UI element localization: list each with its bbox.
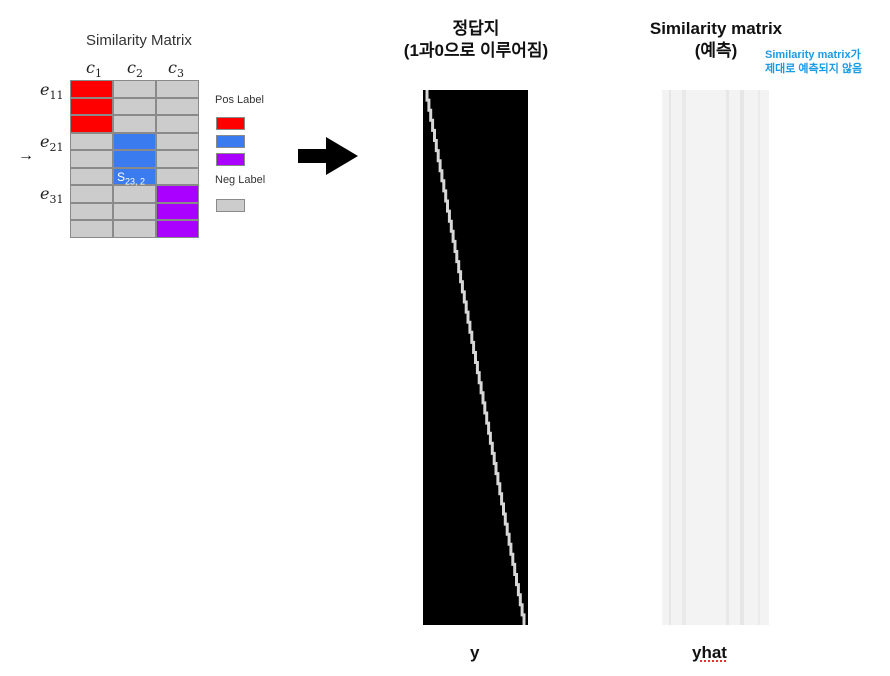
matrix-cell (70, 97, 113, 115)
matrix-cell (156, 115, 199, 133)
legend-swatch-blue (216, 135, 245, 148)
matrix-cell (156, 150, 199, 168)
matrix-cell (156, 185, 199, 203)
legend-swatch-purple (216, 153, 245, 166)
legend-pos-label: Pos Label (215, 94, 264, 106)
matrix-cell (113, 115, 156, 133)
row-label-e21: e21 (40, 132, 64, 155)
matrix-cell (70, 132, 113, 150)
matrix-cell (70, 185, 113, 203)
row-label-e31: e31 (40, 184, 64, 207)
matrix-cell (113, 167, 156, 185)
legend-swatch-red (216, 117, 245, 130)
matrix-cell (156, 167, 199, 185)
similarity-matrix-grid (70, 80, 200, 240)
column-label-c3: c3 (168, 58, 184, 81)
prediction-matrix (662, 90, 769, 625)
column-label-c1: c1 (86, 58, 102, 81)
highlight-cell-label: S23, 2 (117, 170, 146, 187)
ground-truth-matrix (423, 90, 528, 625)
prediction-label: yhat (692, 643, 727, 662)
row-pointer-arrow-icon: → (18, 147, 34, 164)
similarity-matrix-title: Similarity Matrix (86, 32, 192, 49)
matrix-cell (70, 202, 113, 220)
column-label-c2: c2 (127, 58, 143, 81)
matrix-cell (113, 150, 156, 168)
ground-truth-label: y (470, 643, 480, 662)
matrix-cell (70, 150, 113, 168)
matrix-cell (70, 115, 113, 133)
matrix-cell (70, 220, 113, 238)
big-right-arrow-icon (298, 137, 358, 175)
ground-truth-diagonal (425, 90, 526, 625)
row-label-e11: e11 (40, 80, 64, 103)
matrix-cell (113, 220, 156, 238)
matrix-cell (70, 80, 113, 98)
ground-truth-title: 정답지 (1과0으로 이루어짐) (403, 19, 549, 60)
matrix-cell (156, 132, 199, 150)
matrix-cell (70, 167, 113, 185)
matrix-cell (113, 80, 156, 98)
matrix-cell (113, 185, 156, 203)
matrix-cell (113, 97, 156, 115)
matrix-cell (113, 132, 156, 150)
matrix-cell (156, 202, 199, 220)
legend-neg-label: Neg Label (215, 174, 266, 186)
matrix-cell (156, 97, 199, 115)
legend-swatch-gray (216, 199, 245, 212)
prediction-title: Similarity matrix (예측) (649, 19, 783, 60)
matrix-cell (156, 80, 199, 98)
prediction-note: Similarity matrix가 제대로 예측되지 않음 (765, 49, 863, 75)
matrix-cell (113, 202, 156, 220)
matrix-cell (156, 220, 199, 238)
